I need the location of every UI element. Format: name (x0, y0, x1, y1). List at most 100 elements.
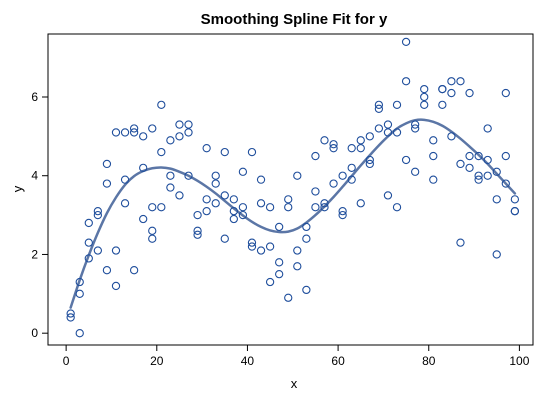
data-point (383, 120, 393, 129)
data-point (510, 207, 520, 216)
data-point (275, 269, 284, 279)
data-point (129, 266, 139, 275)
x-tick-label: 40 (241, 354, 255, 368)
data-point (429, 151, 438, 161)
data-point (374, 104, 384, 113)
data-point (247, 238, 257, 247)
data-point (275, 222, 284, 232)
x-tick-label: 20 (150, 354, 164, 368)
data-point (184, 128, 193, 137)
data-point (338, 207, 347, 216)
data-point (392, 100, 402, 110)
data-point (311, 203, 320, 212)
data-point (265, 203, 275, 212)
data-point (410, 120, 420, 129)
data-point (120, 128, 130, 137)
data-point (202, 144, 211, 153)
data-point (383, 128, 393, 137)
data-point (229, 207, 238, 216)
data-point (175, 191, 184, 200)
data-point (184, 171, 193, 180)
data-point (456, 77, 465, 86)
data-point (501, 88, 510, 98)
y-tick-label: 4 (31, 169, 38, 183)
data-point (102, 159, 112, 169)
data-point (120, 199, 130, 208)
data-point (320, 203, 329, 212)
data-point (401, 37, 411, 47)
y-axis: 0 2 4 6 (31, 90, 48, 340)
data-point (284, 203, 293, 212)
data-point (356, 199, 365, 208)
data-point (229, 195, 238, 204)
data-point (492, 195, 501, 204)
x-tick-label: 0 (63, 354, 70, 368)
data-point (438, 100, 447, 110)
data-point (311, 187, 320, 196)
data-point (75, 277, 84, 287)
data-point (329, 144, 338, 153)
data-point (193, 226, 202, 235)
data-point (139, 163, 148, 172)
data-point (347, 175, 356, 184)
data-point (347, 163, 356, 172)
data-point (284, 195, 293, 204)
data-point (293, 262, 302, 271)
data-point (111, 246, 121, 255)
data-point (365, 132, 374, 141)
data-point (420, 84, 429, 94)
data-point (202, 195, 211, 204)
data-point (139, 132, 148, 141)
data-point (247, 147, 257, 157)
data-point (492, 250, 501, 259)
data-point (420, 92, 429, 102)
data-point (120, 175, 130, 184)
data-point (93, 207, 103, 216)
y-tick-label: 0 (31, 326, 38, 340)
data-point (129, 128, 139, 137)
data-point (365, 155, 374, 165)
data-point (311, 151, 320, 161)
data-point (474, 171, 483, 180)
data-point (211, 199, 220, 208)
data-point (275, 258, 284, 267)
data-point (84, 218, 93, 228)
data-point (356, 136, 365, 145)
data-point (157, 147, 166, 157)
data-point (238, 210, 248, 220)
data-point (501, 151, 510, 161)
data-point (75, 329, 84, 338)
data-point (465, 151, 474, 161)
data-point (320, 136, 329, 145)
scatter-points-layer (66, 37, 520, 338)
data-point (483, 171, 492, 180)
data-point (392, 128, 402, 137)
x-tick-label: 60 (331, 354, 345, 368)
data-point (347, 144, 356, 153)
data-point (129, 124, 139, 133)
data-point (93, 246, 103, 255)
data-point (429, 136, 438, 145)
data-point (447, 132, 456, 141)
data-point (474, 151, 483, 161)
data-point (474, 175, 483, 184)
x-tick-label: 100 (509, 354, 529, 368)
data-point (157, 203, 166, 212)
data-point (284, 293, 293, 302)
data-point (302, 222, 311, 232)
data-point (265, 277, 275, 287)
data-point (383, 191, 393, 200)
data-point (229, 214, 238, 224)
data-point (293, 246, 302, 255)
data-point (166, 136, 175, 145)
data-point (211, 171, 220, 180)
data-point (374, 124, 384, 133)
data-point (247, 242, 257, 251)
x-axis-label: x (291, 376, 298, 391)
data-point (338, 171, 347, 180)
data-point (211, 179, 220, 188)
chart-title: Smoothing Spline Fit for y (201, 11, 388, 28)
data-point (456, 159, 465, 169)
data-point (148, 234, 157, 243)
